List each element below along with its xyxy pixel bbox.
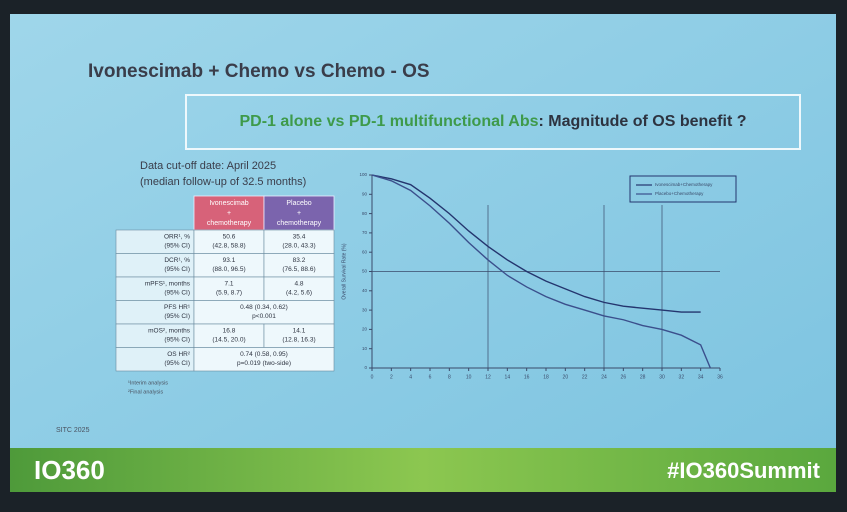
- cell-text: 50.6: [223, 234, 236, 241]
- row-label: (95% CI): [164, 243, 190, 250]
- footer-bar: [10, 448, 836, 492]
- footer-note: SITC 2025: [56, 427, 90, 434]
- cell-text: (76.5, 88.6): [282, 266, 315, 273]
- x-tick-label: 28: [640, 374, 646, 380]
- cell-text: 93.1: [223, 257, 236, 264]
- x-tick-label: 16: [524, 374, 530, 380]
- cell-text: (5.9, 8.7): [216, 290, 242, 297]
- km-curve: [371, 174, 711, 369]
- y-tick-label: 100: [359, 172, 367, 177]
- banner: PD-1 alone vs PD-1 multifunctional Abs: …: [240, 113, 747, 130]
- row-label: OS HR²: [167, 351, 191, 358]
- x-tick-label: 14: [505, 374, 511, 380]
- x-tick-label: 2: [390, 374, 393, 380]
- legend-label: Placebo+Chemotherapy: [655, 191, 704, 196]
- banner-highlight: PD-1 alone vs PD-1 multifunctional Abs: [240, 113, 539, 130]
- results-table: Ivonescimab + chemotherapy Placebo + chemothe…: [115, 195, 335, 372]
- row-label: mOS², months: [148, 328, 191, 335]
- cell-text: (4.2, 5.6): [286, 290, 312, 297]
- legend-box: [629, 175, 737, 203]
- cell-text: 7.1: [224, 281, 233, 288]
- x-tick-label: 36: [717, 374, 723, 380]
- x-tick-label: 26: [621, 374, 627, 380]
- y-tick-label: 20: [362, 327, 368, 332]
- banner-box: [185, 94, 801, 150]
- row-label: PFS HR¹: [164, 304, 191, 311]
- hashtag: #IO360Summit: [667, 458, 821, 483]
- cell-text: (88.0, 96.5): [212, 266, 245, 273]
- row-label: ORR¹, %: [164, 234, 190, 241]
- y-tick-label: 10: [362, 346, 368, 351]
- note: ¹Interim analysis: [128, 380, 168, 386]
- y-axis-label: Overall Survival Rate (%): [341, 243, 347, 299]
- cutoff-line: (median follow-up of 32.5 months): [140, 176, 306, 188]
- cell-text: 4.8: [294, 281, 303, 288]
- cell-text: 83.2: [293, 257, 306, 264]
- y-tick-label: 0: [364, 365, 367, 370]
- slide-title: Ivonescimab + Chemo vs Chemo - OS: [88, 61, 430, 82]
- row-label: (95% CI): [164, 360, 190, 367]
- row-label: (95% CI): [164, 290, 190, 297]
- row-label: mPFS¹, months: [145, 281, 191, 288]
- header-text: Ivonescimab: [209, 200, 248, 207]
- y-tick-label: 50: [362, 269, 368, 274]
- y-tick-label: 30: [362, 307, 368, 312]
- cell-text: 0.74 (0.58, 0.95): [240, 351, 288, 358]
- row-label: (95% CI): [164, 266, 190, 273]
- x-tick-label: 6: [429, 374, 432, 380]
- logo: IO360: [34, 455, 105, 485]
- x-tick-label: 18: [543, 374, 549, 380]
- merged-cell: [193, 347, 335, 372]
- y-tick-label: 40: [362, 288, 368, 293]
- row-label: DCR¹, %: [164, 257, 190, 264]
- cell-text: 16.8: [223, 328, 236, 335]
- header-text: +: [227, 210, 231, 217]
- cell-text: (28.0, 43.3): [282, 243, 315, 250]
- x-tick-label: 4: [409, 374, 412, 380]
- header-text: +: [297, 210, 301, 217]
- x-tick-label: 22: [582, 374, 588, 380]
- y-tick-label: 60: [362, 249, 368, 254]
- note: ²Final analysis: [128, 389, 163, 395]
- x-tick-label: 0: [371, 374, 374, 380]
- cell-text: (42.8, 58.8): [212, 243, 245, 250]
- cell-text: 0.48 (0.34, 0.62): [240, 304, 288, 311]
- cell-text: 14.1: [293, 328, 306, 335]
- cell-text: (14.5, 20.0): [212, 337, 245, 344]
- x-tick-label: 32: [679, 374, 685, 380]
- x-tick-label: 8: [448, 374, 451, 380]
- x-tick-label: 20: [563, 374, 569, 380]
- row-label: (95% CI): [164, 337, 190, 344]
- header-text: Placebo: [286, 200, 311, 207]
- banner-rest: : Magnitude of OS benefit ?: [539, 113, 747, 130]
- cell-text: 35.4: [293, 234, 306, 241]
- header-cell: [263, 195, 335, 231]
- cell-text: p<0.001: [252, 313, 276, 320]
- y-tick-label: 70: [362, 230, 368, 235]
- x-tick-label: 34: [698, 374, 704, 380]
- row-label: (95% CI): [164, 313, 190, 320]
- km-curve: [371, 174, 701, 313]
- cutoff-line: Data cut-off date: April 2025: [140, 160, 276, 172]
- x-tick-label: 10: [466, 374, 472, 380]
- header-cell: [193, 195, 265, 231]
- x-tick-label: 24: [601, 374, 607, 380]
- x-tick-label: 30: [659, 374, 665, 380]
- header-text: chemotherapy: [207, 220, 252, 227]
- y-tick-label: 90: [362, 191, 368, 196]
- legend-label: Ivonescimab+Chemotherapy: [655, 182, 713, 187]
- x-tick-label: 12: [485, 374, 491, 380]
- cell-text: p=0.019 (two-side): [237, 360, 291, 367]
- cell-text: (12.8, 16.3): [282, 337, 315, 344]
- y-tick-label: 80: [362, 211, 368, 216]
- header-text: chemotherapy: [277, 220, 322, 227]
